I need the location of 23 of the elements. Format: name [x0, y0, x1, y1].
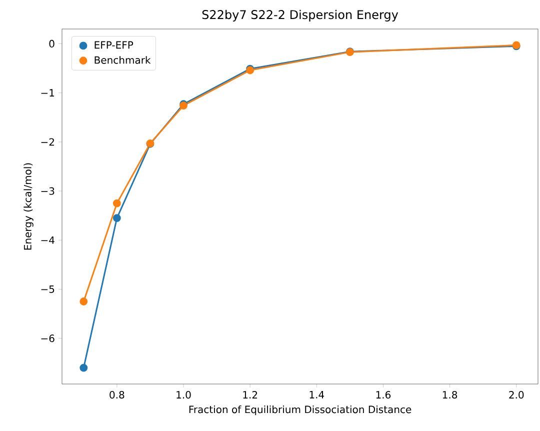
y-tick-label: 0 — [49, 40, 54, 48]
y-tick-label: −5 — [41, 286, 54, 293]
point — [80, 364, 88, 372]
x-tick-label: 1.8 — [442, 391, 458, 399]
legend-label: EFP-EFP — [94, 41, 134, 49]
x-tick-label: 1.2 — [243, 391, 258, 398]
x-tick-label: 0.8 — [110, 391, 124, 399]
y-tick-label: −3 — [41, 187, 54, 195]
y-tick-label: −6 — [41, 334, 54, 342]
y-tick-label: −1 — [41, 89, 54, 96]
y-tick-label: −2 — [41, 138, 54, 146]
x-tick-label: 1.0 — [176, 391, 191, 399]
x-tick-label: 2.0 — [509, 391, 524, 399]
x-tick-label: 1.6 — [376, 391, 391, 399]
legend-label: Benchmark — [94, 56, 151, 64]
point — [112, 199, 121, 208]
point — [80, 298, 88, 306]
x-axis-title: Fraction of Equilibrium Dissociation Distance — [189, 405, 412, 416]
chart-title: S22by7 S22-2 Dispersion Energy — [202, 10, 398, 22]
point — [112, 214, 121, 222]
y-tick-label: −4 — [41, 236, 54, 244]
y-axis-title: Energy (kcal/mol) — [24, 163, 34, 250]
x-tick-label: 1.4 — [310, 391, 324, 398]
